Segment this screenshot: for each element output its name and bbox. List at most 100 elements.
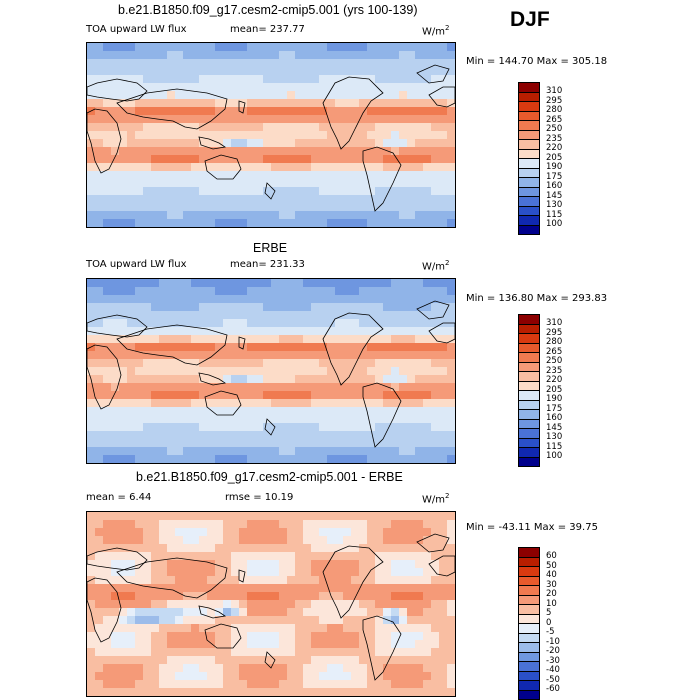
- map-cell: [199, 311, 208, 320]
- map-cell: [127, 367, 136, 376]
- map-cell: [391, 367, 400, 376]
- map-cell: [383, 179, 392, 188]
- map-cell: [167, 447, 176, 456]
- map-cell: [223, 303, 232, 312]
- map-cell: [359, 319, 368, 328]
- map-cell: [127, 520, 136, 529]
- map-cell: [143, 439, 152, 448]
- map-cell: [183, 163, 192, 172]
- map-cell: [167, 91, 176, 100]
- map-cell: [151, 155, 160, 164]
- map-cell: [439, 351, 448, 360]
- map-cell: [215, 83, 224, 92]
- map-cell: [415, 415, 424, 424]
- map-cell: [87, 195, 96, 204]
- map-cell: [151, 640, 160, 649]
- map-cell: [135, 303, 144, 312]
- map-cell: [207, 536, 216, 545]
- map-cell: [183, 544, 192, 553]
- map-cell: [439, 203, 448, 212]
- map-cell: [87, 391, 96, 400]
- map-cell: [239, 592, 248, 601]
- map-cell: [343, 415, 352, 424]
- map-cell: [111, 43, 120, 52]
- map-cell: [351, 139, 360, 148]
- map-cell: [407, 423, 416, 432]
- map-cell: [223, 115, 232, 124]
- map-cell: [319, 407, 328, 416]
- map-cell: [247, 688, 256, 696]
- map-cell: [111, 351, 120, 360]
- map-cell: [111, 211, 120, 220]
- map-cell: [295, 203, 304, 212]
- map-cell: [391, 688, 400, 696]
- map-cell: [383, 576, 392, 585]
- map-cell: [335, 59, 344, 68]
- map-cell: [191, 560, 200, 569]
- map-cell: [295, 311, 304, 320]
- map-cell: [87, 295, 96, 304]
- map-cell: [239, 139, 248, 148]
- map-cell: [95, 391, 104, 400]
- map-cell: [423, 279, 432, 288]
- map-cell: [95, 415, 104, 424]
- map-cell: [391, 608, 400, 617]
- map-cell: [287, 211, 296, 220]
- map-cell: [311, 680, 320, 689]
- map-cell: [215, 552, 224, 561]
- map-cell: [399, 335, 408, 344]
- map-cell: [127, 552, 136, 561]
- map-cell: [159, 83, 168, 92]
- map-cell: [263, 59, 272, 68]
- panel2-map-field: [87, 279, 455, 463]
- map-cell: [207, 83, 216, 92]
- map-cell: [319, 600, 328, 609]
- map-cell: [135, 211, 144, 220]
- map-cell: [255, 83, 264, 92]
- map-cell: [263, 83, 272, 92]
- map-cell: [327, 51, 336, 60]
- map-cell: [239, 115, 248, 124]
- map-cell: [127, 423, 136, 432]
- map-cell: [255, 608, 264, 617]
- map-cell: [391, 656, 400, 665]
- map-cell: [239, 311, 248, 320]
- map-cell: [207, 552, 216, 561]
- map-cell: [431, 383, 440, 392]
- map-cell: [447, 560, 455, 569]
- map-cell: [143, 528, 152, 537]
- map-cell: [415, 187, 424, 196]
- map-cell: [247, 592, 256, 601]
- map-cell: [255, 131, 264, 140]
- map-cell: [447, 123, 455, 132]
- map-cell: [351, 447, 360, 456]
- map-cell: [279, 640, 288, 649]
- map-cell: [407, 99, 416, 108]
- coastline: [322, 312, 384, 386]
- map-cell: [383, 688, 392, 696]
- map-cell: [311, 83, 320, 92]
- map-cell: [391, 560, 400, 569]
- map-cell: [295, 680, 304, 689]
- map-cell: [119, 311, 128, 320]
- map-cell: [143, 512, 152, 521]
- map-cell: [159, 624, 168, 633]
- colorbar-tick-label: 205: [546, 384, 563, 395]
- map-cell: [423, 107, 432, 116]
- map-cell: [319, 51, 328, 60]
- map-cell: [423, 664, 432, 673]
- map-cell: [159, 455, 168, 463]
- map-cell: [383, 351, 392, 360]
- map-cell: [391, 455, 400, 463]
- map-cell: [255, 91, 264, 100]
- map-cell: [351, 512, 360, 521]
- map-cell: [183, 552, 192, 561]
- map-cell: [103, 195, 112, 204]
- map-cell: [407, 91, 416, 100]
- map-cell: [279, 656, 288, 665]
- map-cell: [295, 512, 304, 521]
- map-cell: [415, 383, 424, 392]
- map-cell: [247, 179, 256, 188]
- map-cell: [255, 219, 264, 227]
- map-cell: [335, 107, 344, 116]
